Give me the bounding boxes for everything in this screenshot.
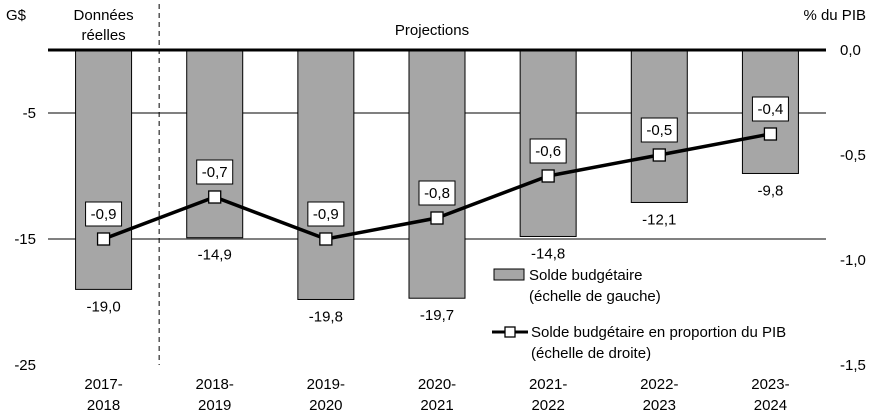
ratio-label-box-6 bbox=[751, 96, 789, 122]
bar-1 bbox=[186, 49, 244, 239]
left-tick-label-0: -5 bbox=[23, 105, 36, 122]
category-label-4-line2: 2022 bbox=[531, 397, 564, 414]
category-label-0-line1: 2017- bbox=[84, 376, 122, 393]
ratio-label-box-4 bbox=[529, 138, 567, 164]
category-label-4-line1: 2021- bbox=[529, 376, 567, 393]
ratio-value-label-5: -0,5 bbox=[646, 122, 672, 139]
category-label-6-line2: 2024 bbox=[754, 397, 787, 414]
bar-value-label-4: -14,8 bbox=[531, 245, 565, 262]
ratio-label-box-3 bbox=[418, 180, 456, 206]
ratio-value-label-4: -0,6 bbox=[535, 143, 561, 160]
legend-line-label-line2: (échelle de droite) bbox=[531, 345, 651, 362]
bar-value-label-2: -19,8 bbox=[309, 308, 343, 325]
bar-value-label-1: -14,9 bbox=[198, 247, 232, 264]
category-label-2-line2: 2020 bbox=[309, 397, 342, 414]
ratio-value-label-1: -0,7 bbox=[202, 164, 228, 181]
category-label-3-line2: 2021 bbox=[420, 397, 453, 414]
ratio-marker-6 bbox=[763, 127, 778, 141]
category-label-1-line2: 2019 bbox=[198, 397, 231, 414]
ratio-value-label-2: -0,9 bbox=[313, 206, 339, 223]
ratio-label-box-5 bbox=[640, 117, 678, 143]
right-tick-label-0: 0,0 bbox=[840, 42, 861, 59]
ratio-value-label-3: -0,8 bbox=[424, 185, 450, 202]
category-label-1-line1: 2018- bbox=[196, 376, 234, 393]
category-label-3-line1: 2020- bbox=[418, 376, 456, 393]
bar-3 bbox=[408, 49, 466, 299]
bar-value-label-5: -12,1 bbox=[642, 211, 676, 228]
legend-bar-label-line1: Solde budgétaire bbox=[529, 267, 642, 284]
bar-value-label-3: -19,7 bbox=[420, 307, 454, 324]
ratio-marker-1 bbox=[208, 190, 222, 204]
category-label-6-line1: 2023- bbox=[751, 376, 789, 393]
ratio-marker-0 bbox=[96, 232, 111, 246]
bar-value-label-0: -19,0 bbox=[86, 298, 120, 315]
right-tick-label-3: -1,5 bbox=[840, 357, 866, 374]
ratio-marker-3 bbox=[430, 211, 444, 225]
actual-data-label-line2: réelles bbox=[81, 27, 125, 44]
category-label-5-line1: 2022- bbox=[640, 376, 678, 393]
actual-data-label-line1: Données bbox=[74, 7, 134, 24]
legend-line-label-line1: Solde budgétaire en proportion du PIB bbox=[531, 324, 786, 341]
left-tick-label-1: -15 bbox=[14, 231, 36, 248]
bar-2 bbox=[297, 49, 355, 300]
ratio-marker-4 bbox=[541, 169, 555, 183]
ratio-value-label-0: -0,9 bbox=[91, 206, 117, 223]
category-label-0-line2: 2018 bbox=[87, 397, 120, 414]
ratio-marker-2 bbox=[319, 232, 333, 246]
bar-0 bbox=[75, 49, 133, 290]
ratio-label-box-0 bbox=[85, 201, 123, 227]
left-tick-label-2: -25 bbox=[14, 357, 36, 374]
legend-bar-label-line2: (échelle de gauche) bbox=[529, 288, 661, 305]
bar-value-label-6: -9,8 bbox=[757, 182, 783, 199]
ratio-label-box-1 bbox=[196, 159, 234, 185]
ratio-label-box-2 bbox=[307, 201, 345, 227]
legend-line-marker bbox=[504, 326, 516, 338]
right-axis-title: % du PIB bbox=[803, 7, 866, 24]
right-tick-label-1: -0,5 bbox=[840, 147, 866, 164]
category-label-5-line2: 2023 bbox=[643, 397, 676, 414]
ratio-marker-5 bbox=[652, 148, 666, 162]
ratio-value-label-6: -0,4 bbox=[757, 101, 783, 118]
category-label-2-line1: 2019- bbox=[307, 376, 345, 393]
projections-label: Projections bbox=[395, 22, 469, 39]
right-tick-label-2: -1,0 bbox=[840, 252, 866, 269]
legend-bar-swatch bbox=[493, 268, 525, 281]
left-axis-title: G$ bbox=[6, 7, 27, 24]
